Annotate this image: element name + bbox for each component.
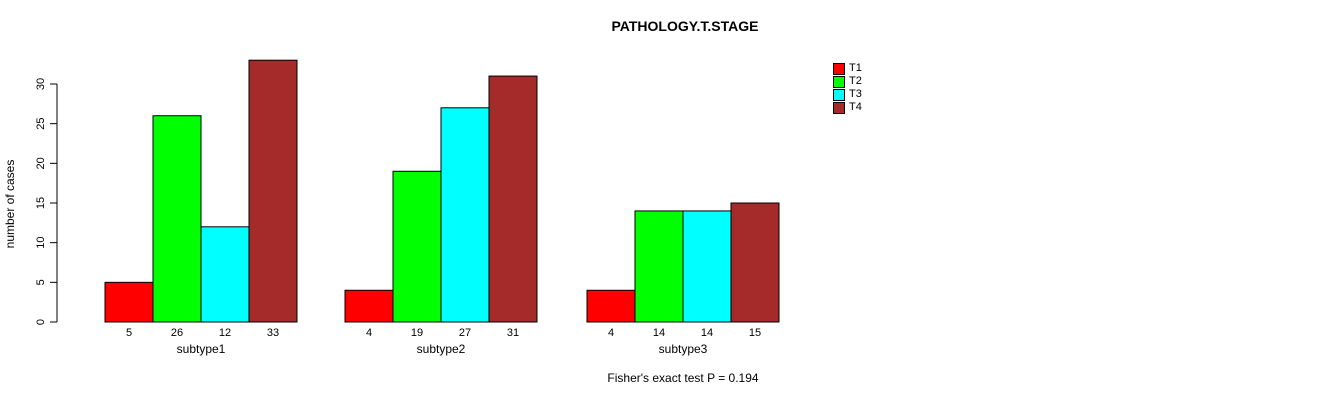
legend-label: T2 [849, 75, 862, 87]
legend: T1 T2 T3 T4 [833, 62, 862, 114]
bar-t4-subtype2 [488, 75, 538, 323]
y-tick-label: 20 [35, 157, 47, 169]
legend-swatch-t2 [833, 75, 845, 88]
bar-t4-subtype1 [248, 59, 298, 323]
category-label-subtype3: subtype3 [659, 342, 708, 356]
legend-swatch-t3 [833, 88, 845, 101]
bar-value-label: 15 [749, 327, 761, 339]
legend-item-t4: T4 [833, 101, 862, 114]
fisher-test-note: Fisher's exact test P = 0.194 [607, 371, 759, 385]
bar-value-label: 26 [171, 327, 183, 339]
bar-t3-subtype1 [200, 226, 250, 323]
legend-swatch-t1 [833, 62, 845, 75]
bar-value-label: 12 [219, 327, 231, 339]
bar-t1-subtype2 [344, 289, 394, 323]
y-tick-label: 5 [35, 279, 47, 285]
legend-item-t2: T2 [833, 75, 862, 88]
legend-label: T1 [849, 62, 862, 74]
legend-label: T3 [849, 88, 862, 100]
category-label-subtype2: subtype2 [417, 342, 466, 356]
chart-title: PATHOLOGY.T.STAGE [611, 18, 759, 34]
y-tick-label: 15 [35, 197, 47, 209]
bar-value-label: 33 [267, 327, 279, 339]
bar-t2-subtype1 [152, 115, 202, 323]
bar-value-label: 31 [507, 327, 519, 339]
y-tick-label: 30 [35, 78, 47, 90]
bar-value-label: 4 [366, 327, 372, 339]
bar-t1-subtype3 [586, 289, 636, 323]
y-tick-label: 25 [35, 118, 47, 130]
bar-t4-subtype3 [730, 202, 780, 323]
bar-t3-subtype3 [682, 210, 732, 323]
legend-swatch-t4 [833, 101, 845, 114]
legend-item-t1: T1 [833, 62, 862, 75]
bar-t3-subtype2 [440, 107, 490, 323]
bar-value-label: 14 [701, 327, 713, 339]
bar-value-label: 27 [459, 327, 471, 339]
bar-t2-subtype2 [392, 170, 442, 323]
bar-t2-subtype3 [634, 210, 684, 323]
legend-item-t3: T3 [833, 88, 862, 101]
bar-value-label: 19 [411, 327, 423, 339]
y-tick-label: 10 [35, 237, 47, 249]
legend-label: T4 [849, 101, 862, 113]
bar-value-label: 4 [608, 327, 614, 339]
bar-t1-subtype1 [104, 281, 154, 323]
category-label-subtype1: subtype1 [177, 342, 226, 356]
y-tick-label: 0 [35, 319, 47, 325]
bar-value-label: 14 [653, 327, 665, 339]
bar-value-label: 5 [126, 327, 132, 339]
